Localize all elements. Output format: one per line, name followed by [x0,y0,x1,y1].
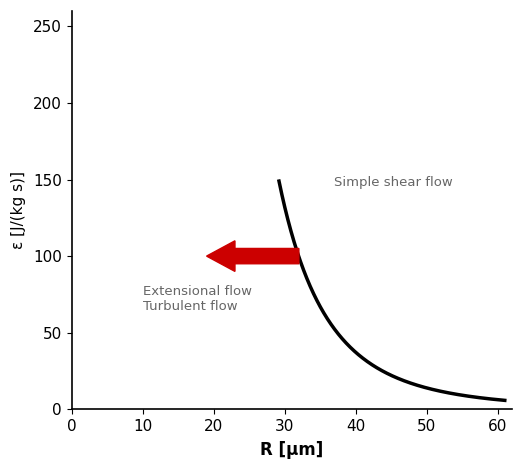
Text: Extensional flow
Turbulent flow: Extensional flow Turbulent flow [143,285,252,313]
X-axis label: R [μm]: R [μm] [260,441,323,459]
FancyArrow shape [207,241,299,271]
Text: Simple shear flow: Simple shear flow [334,176,453,189]
Y-axis label: ε [J/(kg s)]: ε [J/(kg s)] [11,171,26,249]
